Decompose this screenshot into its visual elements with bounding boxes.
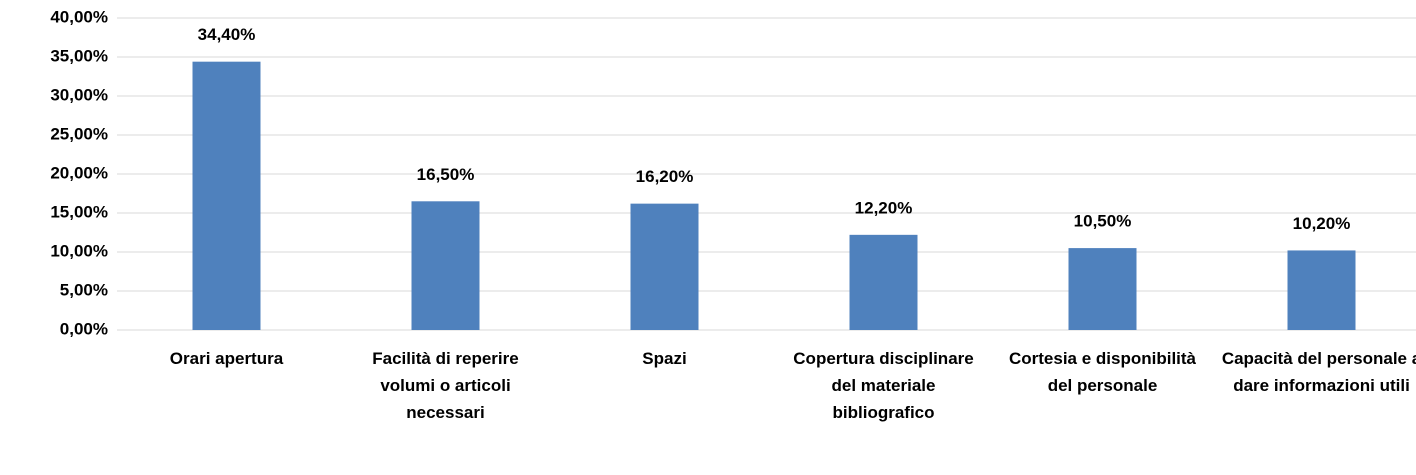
y-tick-label: 10,00%	[50, 241, 108, 260]
y-tick-label: 15,00%	[50, 202, 108, 221]
x-tick-label: Cortesia e disponibilità del personale	[1008, 349, 1197, 395]
y-tick-label: 0,00%	[60, 319, 108, 338]
value-label: 34,40%	[198, 25, 256, 44]
value-label: 10,20%	[1293, 214, 1351, 233]
value-label: 16,20%	[636, 167, 694, 186]
bar	[1287, 250, 1356, 330]
bar	[1068, 248, 1137, 330]
x-tick-label: Copertura disciplinare del materiale bib…	[793, 349, 974, 422]
x-tick-label: Capacità del personale a dare informazio…	[1221, 349, 1416, 395]
x-tick-label: Spazi	[642, 349, 687, 368]
x-tick-label: Facilità di reperire volumi o articoli n…	[372, 349, 519, 422]
x-tick-label: Orari apertura	[169, 349, 284, 368]
y-tick-label: 20,00%	[50, 163, 108, 182]
y-tick-label: 25,00%	[50, 124, 108, 143]
value-label: 10,50%	[1074, 212, 1132, 231]
value-label: 16,50%	[417, 165, 475, 184]
y-tick-label: 5,00%	[60, 280, 108, 299]
value-label: 12,20%	[855, 198, 913, 217]
bar	[411, 201, 480, 330]
y-tick-label: 30,00%	[50, 85, 108, 104]
y-tick-label: 40,00%	[50, 7, 108, 26]
y-tick-label: 35,00%	[50, 46, 108, 65]
bar	[849, 234, 918, 330]
bar	[192, 61, 261, 331]
bar	[630, 203, 699, 330]
